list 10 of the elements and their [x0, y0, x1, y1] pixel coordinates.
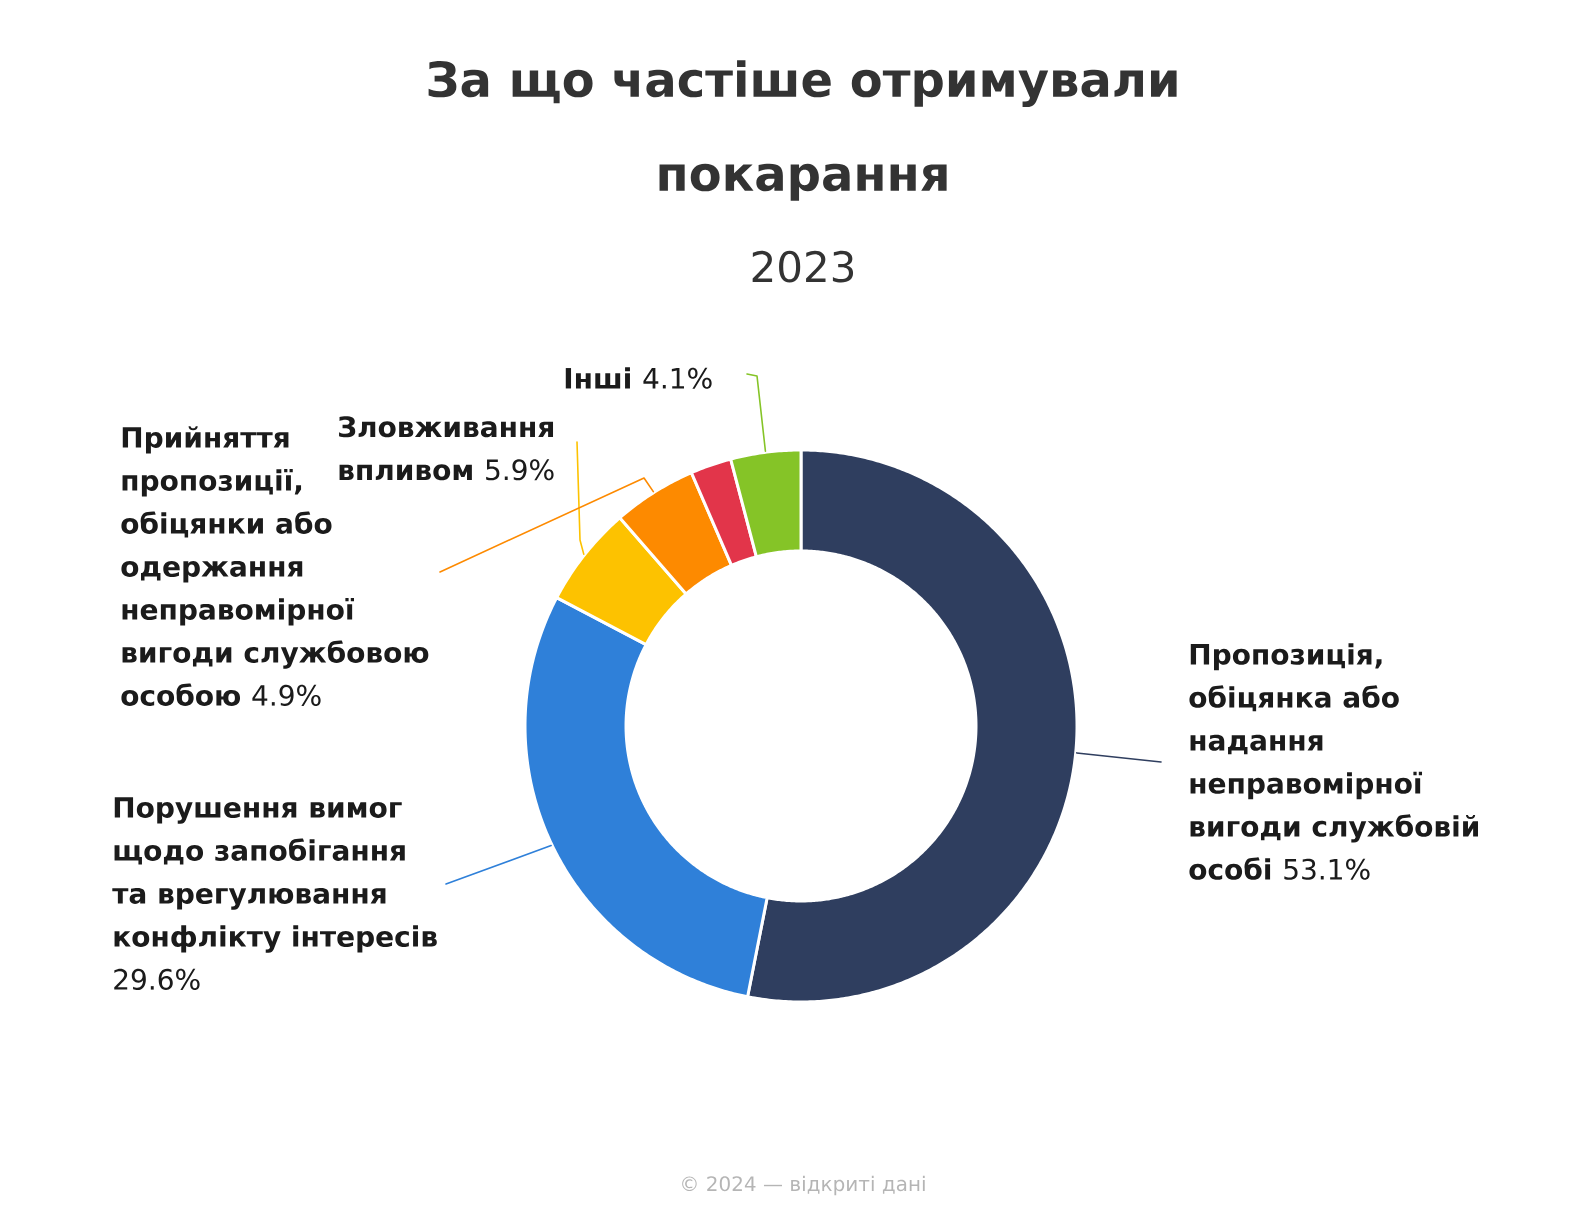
chart-title: За що частіше отримували покарання [428, 60, 1177, 201]
slice-label: Інші [565, 367, 630, 389]
chart-subtitle: 2023 [752, 250, 854, 283]
data-label: 5.9% [486, 459, 554, 481]
data-label: 4.9% [252, 684, 321, 706]
slice-label: Порушення вимог щодо запобігання та врегулювання конфлікту інтересів [112, 797, 437, 953]
data-label: 29.6% [114, 968, 200, 990]
data-label: 4.1% [643, 367, 712, 389]
data-label: 53.1% [1284, 858, 1370, 880]
text: © 2024 — відкриті дані [682, 1175, 925, 1196]
